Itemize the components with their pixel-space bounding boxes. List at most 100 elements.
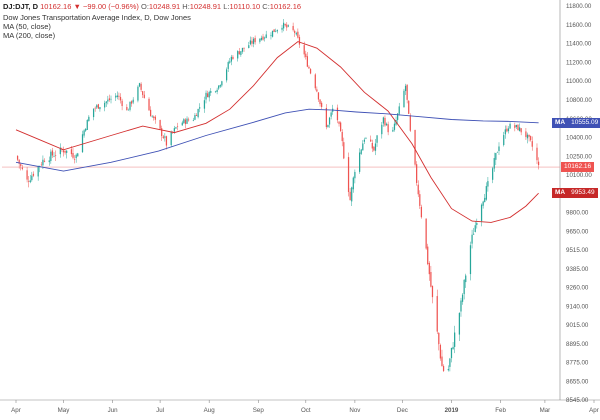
candle-body <box>371 142 373 149</box>
candle-body <box>53 156 55 157</box>
candle-body <box>537 161 540 166</box>
candle-body <box>330 112 332 117</box>
candle-body <box>143 94 145 99</box>
ma200-badge-value: 10555.09 <box>571 118 599 126</box>
y-tick-label: 9515.00 <box>566 247 589 254</box>
candle-body <box>295 33 297 35</box>
candle-body <box>282 22 285 29</box>
candle-body <box>132 99 134 103</box>
candle-body <box>504 129 506 135</box>
candle-body <box>452 346 454 350</box>
candle-body <box>530 136 532 141</box>
candle-body <box>110 98 112 100</box>
candle-body <box>305 53 307 58</box>
candle-body <box>184 119 187 125</box>
candle-body <box>216 89 218 92</box>
candle-body <box>186 118 188 124</box>
candle-body <box>403 90 405 108</box>
candle-body <box>104 102 106 108</box>
candle-body <box>319 99 321 105</box>
candle-body <box>107 99 109 102</box>
candle-body <box>170 131 172 146</box>
candle-body <box>392 129 394 132</box>
candle-body <box>75 154 77 159</box>
candle-body <box>436 296 438 332</box>
candle-body <box>384 117 386 126</box>
candle-body <box>458 312 461 335</box>
candle-body <box>471 234 473 244</box>
ma50-legend[interactable]: MA (50, close) <box>3 22 51 31</box>
candle-body <box>97 104 99 109</box>
price-change: ▼ −99.00 (−0.96%) <box>73 2 139 11</box>
candle-body <box>64 150 66 153</box>
candle-body <box>321 102 323 107</box>
y-tick-label: 11800.00 <box>566 3 592 10</box>
candle-body <box>438 332 440 345</box>
candle-body <box>463 279 465 295</box>
candle-body <box>374 143 377 151</box>
candle-body <box>430 272 432 287</box>
candle-body <box>77 153 79 157</box>
candle-body <box>225 69 228 81</box>
candle-body <box>373 146 375 151</box>
candle-body <box>408 100 410 114</box>
candle-body <box>116 95 118 97</box>
candle-body <box>515 124 518 128</box>
x-tick-label: Apr <box>589 407 599 414</box>
ma200-value-badge: MA 10555.09 <box>552 117 600 128</box>
candle-body <box>484 197 486 203</box>
y-tick-label: 9140.00 <box>566 303 589 310</box>
candle-body <box>173 128 175 132</box>
candle-body <box>349 191 351 201</box>
candle-body <box>31 175 33 181</box>
candle-body <box>127 109 130 111</box>
candle-body <box>485 186 487 200</box>
candle-body <box>151 116 153 118</box>
ma200-line <box>15 108 539 172</box>
candle-body <box>480 204 483 222</box>
x-tick-label: Oct <box>301 407 311 414</box>
close-value: 10162.16 <box>269 2 302 11</box>
ohlc-header: DJ:DJT, D 10162.16 ▼ −99.00 (−0.96%) O:1… <box>3 2 301 11</box>
ma200-legend[interactable]: MA (200, close) <box>3 31 56 40</box>
candle-body <box>420 206 423 218</box>
candle-body <box>509 123 511 129</box>
x-tick-label: May <box>58 407 71 414</box>
candle-body <box>303 45 305 55</box>
candle-body <box>260 37 263 40</box>
candle-body <box>273 29 275 32</box>
candle-body <box>108 98 111 101</box>
candle-body <box>409 115 411 131</box>
y-tick-label: 10250.00 <box>566 153 592 160</box>
ma200-badge-tag: MA <box>555 118 566 126</box>
candle-body <box>263 37 266 39</box>
last-price-badge: 10162.16 <box>561 162 595 173</box>
candle-body <box>517 124 519 131</box>
candle-body <box>461 294 464 302</box>
candle-body <box>354 171 356 179</box>
candle-body <box>66 150 68 153</box>
candle-body <box>370 139 372 142</box>
ma50-line <box>15 41 539 223</box>
x-tick-label: Apr <box>11 407 21 414</box>
candle-body <box>387 124 389 133</box>
candle-body <box>498 146 500 152</box>
candle-body <box>328 117 331 125</box>
y-tick-label: 10400.00 <box>566 135 592 142</box>
candle-body <box>417 184 419 195</box>
candle-body <box>281 27 283 30</box>
x-tick-label: Dec <box>397 407 408 414</box>
candle-body <box>487 181 489 187</box>
symbol-label: DJ:DJT, D <box>3 2 39 11</box>
candle-body <box>428 263 430 275</box>
candle-body <box>531 141 533 147</box>
candle-body <box>86 119 88 130</box>
candle-body <box>514 125 516 128</box>
close-label: C: <box>262 2 270 11</box>
candle-body <box>416 164 418 183</box>
candle-body <box>404 85 407 92</box>
candle-body <box>96 105 98 108</box>
candle-body <box>241 47 244 52</box>
chart-title: Dow Jones Transportation Average Index, … <box>3 13 191 22</box>
